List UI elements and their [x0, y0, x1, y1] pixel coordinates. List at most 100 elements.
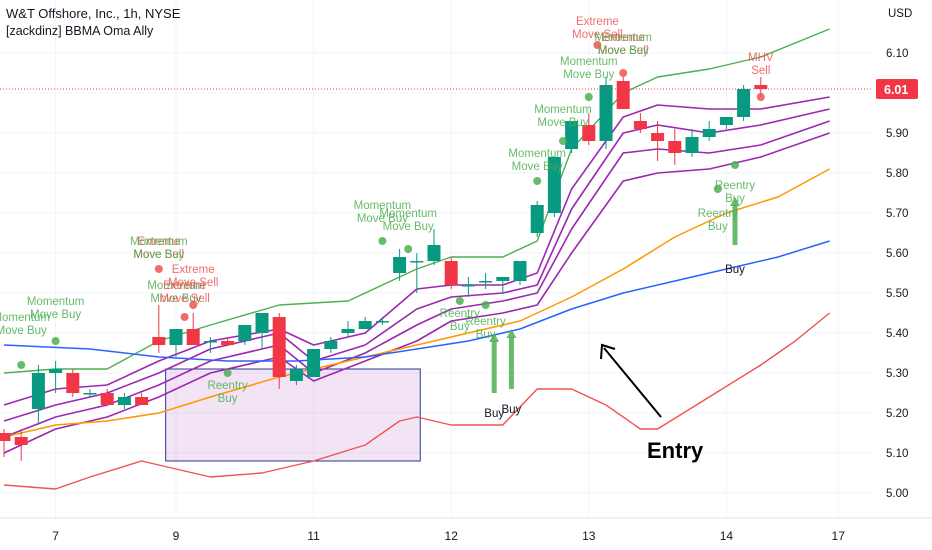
candle[interactable] — [633, 113, 647, 133]
candle[interactable] — [66, 369, 80, 397]
currency-label: USD — [888, 8, 912, 20]
candlesticks[interactable] — [0, 77, 768, 461]
candle[interactable] — [599, 77, 613, 149]
candle-body — [169, 329, 183, 345]
signal-text: Momentum — [560, 56, 618, 68]
candle[interactable] — [393, 249, 407, 281]
candle[interactable] — [582, 113, 596, 145]
candle-body — [737, 89, 751, 117]
candle[interactable] — [272, 313, 286, 389]
candle[interactable] — [719, 117, 733, 129]
candle[interactable] — [737, 85, 751, 121]
time-tick: 14 — [720, 529, 734, 543]
candle[interactable] — [289, 365, 303, 385]
candle[interactable] — [221, 337, 235, 345]
signal-dot — [619, 69, 628, 77]
signal-text: Reentry — [440, 308, 481, 320]
candle-body — [289, 369, 303, 381]
candle[interactable] — [530, 201, 544, 237]
candle[interactable] — [0, 429, 11, 457]
candle[interactable] — [238, 325, 252, 345]
signal-text: Move Buy — [512, 161, 563, 173]
price-tick: 5.00 — [886, 488, 908, 500]
candle[interactable] — [616, 77, 630, 109]
signal-text: Extreme — [163, 280, 206, 292]
candle-body — [31, 373, 45, 409]
candle[interactable] — [513, 261, 527, 285]
candle[interactable] — [565, 121, 579, 153]
candle[interactable] — [702, 121, 716, 141]
price-tick: 6.10 — [886, 48, 908, 60]
candle[interactable] — [31, 365, 45, 425]
candle[interactable] — [496, 277, 510, 293]
candle-body — [599, 85, 613, 141]
candle[interactable] — [651, 121, 665, 161]
signal-text: Momentum — [508, 148, 566, 160]
candle-body — [358, 321, 372, 329]
candle-body — [255, 313, 269, 333]
candle[interactable] — [14, 429, 28, 461]
candle[interactable] — [427, 229, 441, 265]
candle-body — [49, 369, 63, 373]
candle[interactable] — [444, 257, 458, 289]
price-tick: 5.10 — [886, 448, 908, 460]
candle[interactable] — [324, 337, 338, 353]
candle[interactable] — [135, 393, 149, 405]
candle[interactable] — [255, 313, 269, 349]
candle[interactable] — [152, 305, 166, 353]
candle[interactable] — [410, 253, 424, 293]
indicator-lines — [3, 28, 831, 490]
candle[interactable] — [83, 389, 97, 397]
entry-arrow-head — [600, 343, 616, 360]
candle[interactable] — [547, 157, 561, 217]
candle-body — [582, 125, 596, 141]
candle[interactable] — [100, 389, 114, 405]
candle[interactable] — [341, 321, 355, 337]
price-tick: 5.20 — [886, 408, 908, 420]
buy-arrow: Buy — [484, 333, 504, 420]
candle[interactable] — [307, 349, 321, 377]
indicator-name[interactable]: [zackdinz] BBMA Oma Ally — [6, 24, 154, 38]
indicator-line-0 — [3, 28, 830, 374]
indicator-line-6 — [3, 240, 830, 362]
time-axis[interactable]: 7 9 11 12 13 14 17 — [0, 517, 932, 543]
candle-body — [685, 137, 699, 153]
signal-dot — [455, 297, 464, 305]
time-tick: 12 — [445, 529, 459, 543]
candle-body — [83, 393, 97, 395]
buy-label: Buy — [484, 408, 504, 420]
candle[interactable] — [49, 361, 63, 393]
price-axis[interactable]: USD6.106.005.905.805.705.605.505.405.305… — [872, 0, 932, 550]
candle[interactable] — [685, 129, 699, 157]
candle-body — [393, 257, 407, 273]
signal-dot — [584, 93, 593, 101]
signal-text: Move Buy — [150, 293, 201, 305]
candle[interactable] — [375, 317, 389, 325]
signal-dot — [731, 161, 739, 169]
candle-body — [341, 329, 355, 333]
candle[interactable] — [461, 277, 475, 297]
candle-body — [565, 121, 579, 149]
signal-dot — [154, 265, 163, 273]
candle[interactable] — [479, 273, 493, 289]
candle[interactable] — [668, 129, 682, 165]
candle-body — [221, 341, 235, 345]
candle[interactable] — [358, 317, 372, 329]
candle[interactable] — [117, 393, 131, 409]
candle[interactable] — [186, 313, 200, 345]
candle[interactable] — [203, 337, 217, 353]
time-tick: 7 — [52, 529, 59, 543]
candle[interactable] — [169, 329, 183, 357]
signal-dot — [533, 177, 542, 185]
